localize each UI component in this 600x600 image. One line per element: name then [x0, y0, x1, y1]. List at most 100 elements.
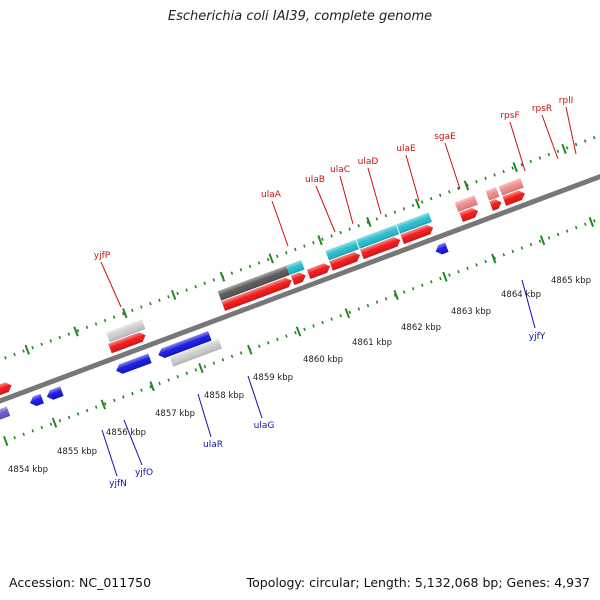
reverse-major-tick — [393, 289, 399, 301]
leader-ulaD — [367, 167, 382, 215]
feature-cds-blue-yjfN — [30, 393, 44, 407]
kbp-label-4865: 4865 kbp — [551, 276, 591, 286]
reverse-major-tick — [149, 381, 155, 392]
forward-major-tick — [219, 271, 226, 282]
forward-major-tick — [24, 344, 30, 355]
reverse-major-tick — [3, 435, 9, 447]
feature-rna-cyan-ulaD — [325, 239, 359, 261]
feature-rna-dark-ulaA — [217, 265, 290, 301]
forward-tick-track — [0, 77, 600, 431]
kbp-label-4863: 4863 kbp — [451, 307, 491, 317]
feature-rna-pink-rpsR — [485, 187, 500, 201]
gene-label-ulaC: ulaC — [330, 165, 350, 175]
reverse-major-tick — [198, 362, 204, 374]
feature-cds-red-sgaE — [400, 224, 434, 245]
gene-label-rpsR: rpsR — [532, 104, 552, 114]
feature-cds-blue-yjfY — [435, 242, 449, 255]
accession-text: Accession: NC_011750 — [9, 575, 152, 590]
gene-label-ulaB: ulaB — [305, 175, 325, 185]
forward-major-tick — [366, 216, 372, 227]
forward-major-tick — [512, 162, 518, 173]
feature-cds-red-rpsF — [459, 208, 479, 222]
feature-rna-light-yjfP — [106, 319, 146, 343]
leader-ulaE — [405, 154, 420, 202]
gene-label-yjfO: yjfO — [135, 468, 153, 478]
feature-cds-red-ulaE — [360, 237, 401, 260]
forward-major-ticks — [24, 143, 567, 355]
forward-major-tick — [268, 253, 274, 264]
feature-rna-pink-rplI — [498, 178, 524, 196]
forward-major-tick — [122, 308, 128, 319]
leader-rpsR — [541, 114, 559, 160]
feature-cds-purple-1 — [0, 406, 11, 437]
kbp-label-4856: 4856 kbp — [106, 428, 146, 438]
gene-label-sgaE: sgaE — [434, 132, 456, 142]
leader-ulaC — [339, 175, 354, 225]
forward-major-tick — [561, 143, 567, 155]
kbp-label-4857: 4857 kbp — [155, 409, 195, 419]
feature-cds-blue-ulaG — [158, 331, 212, 359]
gene-label-yjfN: yjfN — [109, 479, 127, 489]
forward-major-tick — [463, 180, 470, 191]
kbp-label-4858: 4858 kbp — [204, 391, 244, 401]
genome-backbone — [0, 112, 600, 468]
genome-title: Escherichia coli IAI39, complete genome — [167, 9, 433, 24]
forward-major-tick — [414, 198, 421, 209]
leader-sgaE — [444, 142, 461, 190]
reverse-major-tick — [295, 326, 302, 337]
topology-text: Topology: circular; Length: 5,132,068 bp… — [246, 575, 590, 590]
reverse-major-tick — [588, 216, 595, 228]
leader-yjfN — [101, 429, 118, 477]
feature-rna-cyan-ulaE — [356, 224, 400, 249]
forward-major-tick — [317, 235, 323, 246]
feature-cds-red-ulaB — [290, 272, 306, 286]
leader-rpsF — [509, 121, 526, 172]
kbp-label-4861: 4861 kbp — [352, 338, 392, 348]
kbp-label-4864: 4864 kbp — [501, 290, 541, 300]
gene-label-ulaR: ulaR — [203, 440, 223, 450]
reverse-major-ticks — [3, 216, 595, 447]
leader-ulaG — [247, 375, 263, 419]
feature-cds-blue-ulaR — [116, 353, 152, 374]
leader-ulaA — [271, 200, 289, 247]
gene-label-ulaA: ulaA — [261, 190, 282, 200]
gene-label-yjfY: yjfY — [529, 332, 546, 342]
gene-label-ulaG: ulaG — [254, 421, 275, 431]
feature-cds-red-rplI — [502, 190, 525, 206]
reverse-major-tick — [442, 271, 448, 282]
kbp-label-4854: 4854 kbp — [8, 465, 48, 475]
kbp-label-4859: 4859 kbp — [253, 373, 293, 383]
feature-cds-red-ulaD — [329, 252, 361, 271]
feature-rna-cyan-ulaB — [286, 260, 305, 276]
leader-yjfY — [521, 279, 536, 329]
gene-label-ulaE: ulaE — [396, 144, 416, 154]
gene-label-yjfP: yjfP — [94, 251, 111, 261]
feature-cds-red-rpsR — [489, 199, 502, 211]
feature-rna-pink-rpsF — [454, 195, 478, 213]
reverse-major-tick — [100, 399, 107, 410]
reverse-major-tick — [539, 235, 546, 246]
leader-ulaB — [315, 185, 336, 233]
leader-yjfO — [123, 419, 143, 466]
reverse-major-tick — [51, 417, 58, 428]
feature-rna-light-ulaG — [169, 339, 223, 367]
kbp-label-4855: 4855 kbp — [57, 447, 97, 457]
gene-label-rplI: rplI — [559, 96, 574, 106]
leader-yjfP — [100, 261, 122, 308]
forward-major-tick — [170, 289, 177, 300]
feature-cds-red-yjfP — [108, 332, 146, 354]
leader-rplI — [565, 106, 577, 155]
feature-cds-red-ulaA — [221, 277, 292, 311]
feature-cds-red-ulaC — [306, 263, 331, 280]
kbp-label-4862: 4862 kbp — [401, 323, 441, 333]
gene-label-ulaD: ulaD — [358, 157, 379, 167]
reverse-major-tick — [491, 253, 497, 264]
leader-ulaR — [197, 393, 212, 438]
feature-cds-blue-yjfO — [46, 386, 64, 400]
forward-major-tick — [73, 326, 79, 337]
gene-label-rpsF: rpsF — [500, 111, 519, 121]
reverse-major-tick — [247, 344, 253, 355]
reverse-major-tick — [344, 308, 351, 319]
kbp-label-4860: 4860 kbp — [303, 355, 343, 365]
